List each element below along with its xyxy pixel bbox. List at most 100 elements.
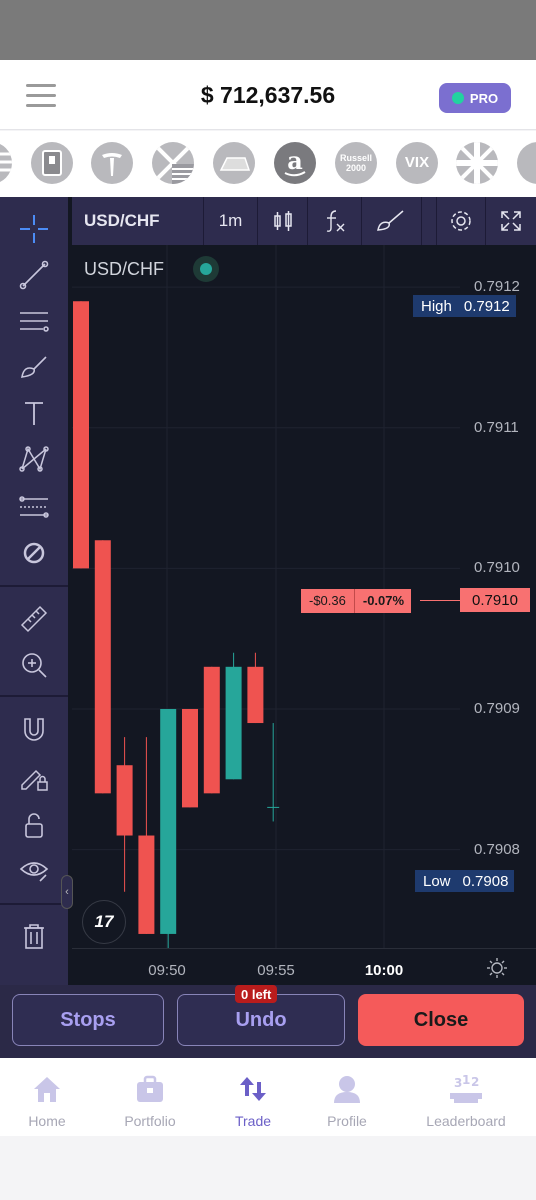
time-axis[interactable]: 09:50 09:55 10:00 <box>72 948 536 985</box>
horizontal-lines-icon[interactable] <box>14 301 54 341</box>
toolbar-collapse-handle[interactable]: ‹ <box>61 875 73 909</box>
status-bar <box>0 0 536 60</box>
lock-drawing-icon[interactable] <box>14 757 54 797</box>
nav-leaderboard-label: Leaderboard <box>426 1113 506 1129</box>
nav-home-label: Home <box>28 1113 66 1129</box>
visibility-icon[interactable] <box>14 851 54 891</box>
crosshair-icon[interactable] <box>14 209 54 249</box>
live-status-dot <box>193 256 219 282</box>
partial-asset-icon[interactable] <box>517 142 536 184</box>
trend-line-icon[interactable] <box>14 255 54 295</box>
profile-icon <box>334 1076 360 1103</box>
unlock-icon[interactable] <box>14 805 54 845</box>
asset-carousel[interactable]: a Russell 2000 VIX <box>0 131 536 197</box>
low-value: 0.7908 <box>462 872 509 890</box>
flag-stripes-icon[interactable] <box>0 142 12 184</box>
gold-bar-icon[interactable] <box>213 142 255 184</box>
stops-button[interactable]: Stops <box>12 994 164 1046</box>
pnl-amount: -$0.36 <box>301 589 355 613</box>
svg-text:2: 2 <box>471 1075 479 1089</box>
draw-brush-icon[interactable] <box>362 197 422 245</box>
trash-icon[interactable] <box>14 916 54 956</box>
close-position-button[interactable]: Close <box>358 994 524 1046</box>
x-tick-label: 09:50 <box>148 962 186 979</box>
nav-profile[interactable]: Profile <box>297 1074 397 1129</box>
tradingview-logo[interactable]: 17 <box>82 900 126 944</box>
candle-body <box>247 666 264 724</box>
zoom-in-icon[interactable] <box>14 645 54 685</box>
pro-label: PRO <box>469 90 499 106</box>
chart-legend-symbol: USD/CHF <box>84 259 164 279</box>
symbol-label: USD/CHF <box>84 211 160 230</box>
vix-icon[interactable]: VIX <box>396 142 438 184</box>
high-value: 0.7912 <box>463 297 510 315</box>
y-tick-label: 0.7910 <box>474 559 520 577</box>
y-tick-label: 0.7909 <box>474 699 520 717</box>
undo-remaining-badge: 0 left <box>235 985 278 1003</box>
amazon-logo-icon[interactable]: a <box>274 142 316 184</box>
symbol-selector[interactable]: USD/CHF <box>72 197 204 245</box>
x-tick-label: 09:55 <box>257 962 295 979</box>
trade-actions-bar: Stops Undo 0 left Close <box>0 985 536 1058</box>
position-pnl-tag[interactable]: -$0.36 -0.07% <box>301 589 411 613</box>
candles-icon[interactable] <box>258 197 308 245</box>
nav-trade[interactable]: Trade <box>203 1074 303 1129</box>
candle-body <box>73 301 89 569</box>
candle-body <box>116 765 133 836</box>
candle-body <box>160 708 177 934</box>
nav-home[interactable]: Home <box>0 1074 97 1129</box>
candle-body <box>94 540 111 794</box>
candle-body <box>225 666 242 780</box>
device-icon[interactable] <box>31 142 73 184</box>
nav-portfolio[interactable]: Portfolio <box>100 1074 200 1129</box>
fib-tool-icon[interactable] <box>14 487 54 527</box>
drawing-toolbar <box>0 197 68 985</box>
toolbar-divider <box>0 585 68 587</box>
low-price-tag: Low 0.7908 <box>415 870 515 892</box>
menu-icon[interactable] <box>26 84 56 108</box>
svg-text:3: 3 <box>454 1076 462 1090</box>
toolbar-divider <box>0 903 68 905</box>
fullscreen-icon[interactable] <box>486 197 536 245</box>
pro-status-dot <box>451 92 464 104</box>
nav-portfolio-label: Portfolio <box>124 1113 176 1129</box>
chart-header: USD/CHF 1m <box>72 197 536 245</box>
y-tick-label: 0.7908 <box>474 840 520 858</box>
magnet-icon[interactable] <box>14 709 54 749</box>
chart-area[interactable]: USD/CHF 1m 0.7912 0.7911 0.7910 0.7909 0.790… <box>0 197 536 985</box>
svg-text:1: 1 <box>462 1074 470 1087</box>
candle-body <box>203 666 220 794</box>
y-tick-label: 0.7911 <box>474 418 519 436</box>
brush-icon[interactable] <box>14 347 54 387</box>
candle-body <box>138 835 155 934</box>
price-plot[interactable] <box>72 245 460 948</box>
remove-drawings-icon[interactable] <box>14 533 54 573</box>
pattern-tool-icon[interactable] <box>14 439 54 479</box>
tesla-logo-icon[interactable] <box>91 142 133 184</box>
pro-button[interactable]: PRO <box>439 83 511 113</box>
home-icon <box>34 1077 60 1102</box>
trade-arrows-icon <box>240 1077 266 1101</box>
indicators-icon[interactable] <box>308 197 362 245</box>
settings-gear-icon[interactable] <box>436 197 486 245</box>
price-axis[interactable]: 0.7912 0.7911 0.7910 0.7909 0.7908 <box>460 245 536 948</box>
y-tick-label: 0.7912 <box>474 278 520 296</box>
account-balance: $ 712,637.56 <box>200 82 336 108</box>
uk-us-flags-icon[interactable] <box>152 142 194 184</box>
current-price-tag: 0.7910 <box>460 588 530 612</box>
pnl-connector-line <box>420 600 460 601</box>
interval-label: 1m <box>218 211 243 230</box>
nav-trade-label: Trade <box>234 1113 272 1129</box>
text-tool-icon[interactable] <box>14 393 54 433</box>
high-label: High <box>421 297 452 315</box>
interval-selector[interactable]: 1m <box>204 197 258 245</box>
svg-text:a: a <box>287 146 303 175</box>
ruler-icon[interactable] <box>14 599 54 639</box>
top-bar: $ 712,637.56 PRO <box>0 60 536 130</box>
uk-flag-icon[interactable] <box>456 142 498 184</box>
timezone-icon[interactable] <box>486 957 508 984</box>
russell-2000-icon[interactable]: Russell 2000 <box>335 142 377 184</box>
pnl-percent: -0.07% <box>354 589 411 613</box>
